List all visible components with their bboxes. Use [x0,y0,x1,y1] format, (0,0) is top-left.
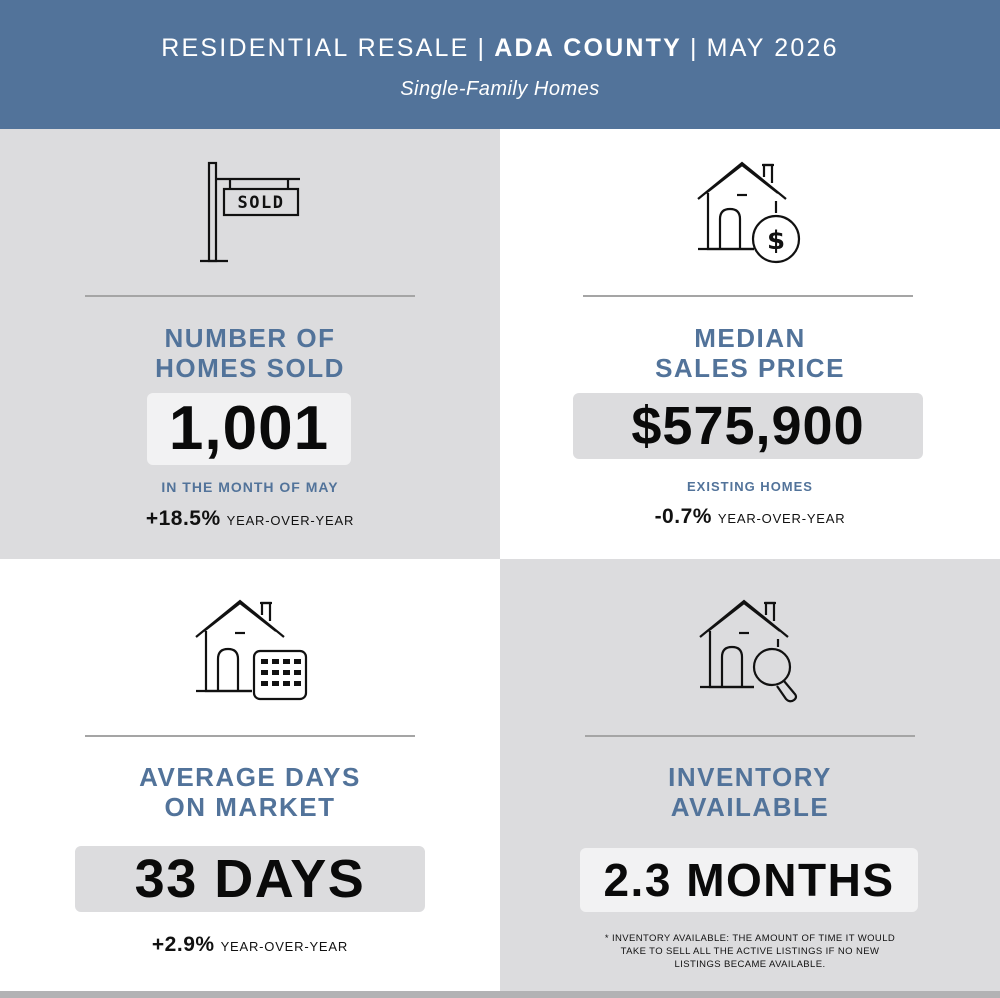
house-magnifier-icon [699,599,798,703]
label-line-2: ON MARKET [164,792,336,822]
label-line-2: AVAILABLE [670,792,830,822]
divider [85,735,415,737]
label-line-1: MEDIAN [694,323,806,353]
homes-sold-card: SOLD NUMBER OF HOMES SOLD 1,001 IN THE M… [0,129,500,559]
inventory-footnote: * INVENTORY AVAILABLE: THE AMOUNT OF TIM… [590,932,910,971]
days-on-market-label: AVERAGE DAYS ON MARKET [0,762,500,822]
days-on-market-card: AVERAGE DAYS ON MARKET 33 DAYS +2.9% YEAR… [0,559,500,991]
title-separator: | [689,34,699,62]
house-dollar-icon: $ [697,161,801,264]
title-report-type: RESIDENTIAL RESALE [161,34,470,62]
yoy-text: YEAR-OVER-YEAR [226,513,355,528]
divider [585,735,915,737]
sold-sign-icon: SOLD [200,161,300,263]
svg-text:$: $ [767,226,785,256]
label-line-1: NUMBER OF [164,323,336,353]
median-price-scope: EXISTING HOMES [687,479,813,494]
median-price-value: $575,900 [573,393,923,459]
title-month: MAY 2026 [706,34,839,62]
homes-sold-period: IN THE MONTH OF MAY [161,479,339,495]
yoy-percent: +2.9% [151,933,215,956]
label-line-2: HOMES SOLD [155,353,345,383]
label-line-1: INVENTORY [668,762,832,792]
page-title: RESIDENTIAL RESALE | ADA COUNTY | MAY 2026 [0,34,1000,63]
sold-sign-text: SOLD [238,193,285,213]
yoy-text: YEAR-OVER-YEAR [717,511,846,526]
divider [583,295,913,297]
page-subtitle: Single-Family Homes [400,78,600,100]
title-separator: | [477,34,487,62]
median-price-card: $ MEDIAN SALES PRICE $575,900 EXISTING H… [500,129,1000,559]
yoy-percent: +18.5% [145,507,221,530]
title-county: ADA COUNTY [494,34,682,62]
inventory-label: INVENTORY AVAILABLE [500,762,1000,822]
footnote-line-2: TAKE TO SELL ALL THE ACTIVE LISTINGS IF … [620,946,880,957]
homes-sold-label: NUMBER OF HOMES SOLD [0,323,500,383]
label-line-2: SALES PRICE [655,353,845,383]
homes-sold-value: 1,001 [147,393,351,465]
median-price-yoy: -0.7% YEAR-OVER-YEAR [500,505,1000,529]
yoy-text: YEAR-OVER-YEAR [220,939,349,954]
footnote-line-3: LISTINGS BECAME AVAILABLE. [674,959,826,970]
label-line-1: AVERAGE DAYS [139,762,361,792]
divider [85,295,415,297]
inventory-card: INVENTORY AVAILABLE 2.3 MONTHS * INVENTO… [500,559,1000,991]
days-on-market-value: 33 DAYS [75,846,425,912]
footnote-line-1: * INVENTORY AVAILABLE: THE AMOUNT OF TIM… [604,933,896,944]
homes-sold-yoy: +18.5% YEAR-OVER-YEAR [0,507,500,531]
inventory-value: 2.3 MONTHS [580,848,918,912]
days-on-market-yoy: +2.9% YEAR-OVER-YEAR [0,933,500,957]
yoy-percent: -0.7% [654,505,712,528]
median-price-label: MEDIAN SALES PRICE [500,323,1000,383]
header-banner: RESIDENTIAL RESALE | ADA COUNTY | MAY 2026 S… [0,0,1000,129]
bottom-border [0,991,1000,998]
house-calendar-icon [195,599,308,701]
